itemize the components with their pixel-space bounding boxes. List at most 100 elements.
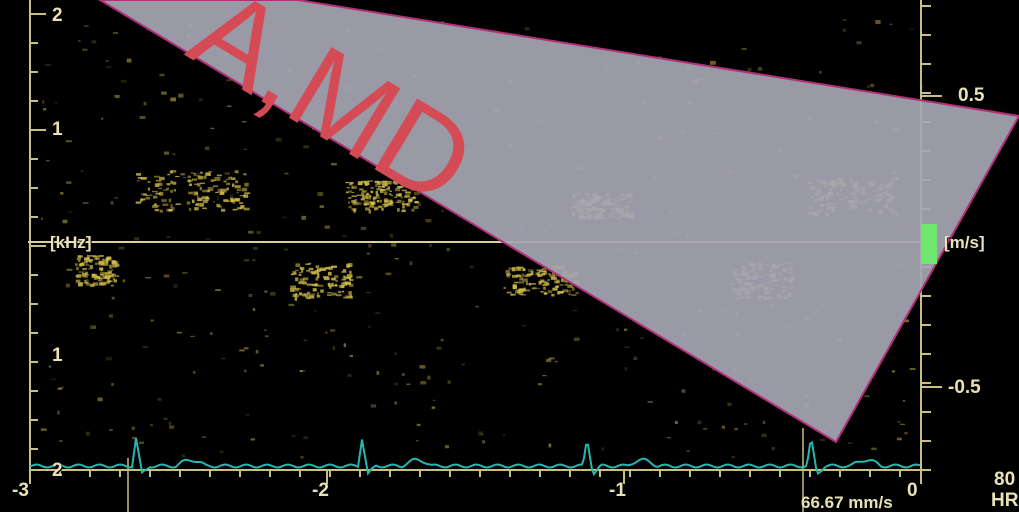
spectrum-speckle <box>331 292 337 296</box>
spectrum-speckle <box>348 205 352 209</box>
spectrum-speckle <box>334 283 337 287</box>
spectrum-speckle <box>741 48 747 50</box>
spectrum-speckle <box>226 105 232 107</box>
spectrum-speckle <box>194 183 198 186</box>
spectrum-speckle <box>411 208 415 212</box>
spectrum-speckle <box>252 259 256 262</box>
spectrum-speckle <box>99 277 102 279</box>
spectrum-speckle <box>522 278 528 282</box>
spectrum-speckle <box>216 196 219 201</box>
time-tick-label: -3 <box>12 480 29 501</box>
spectrum-speckle <box>152 195 158 199</box>
spectrum-speckle <box>744 423 748 425</box>
spectrum-speckle <box>77 282 83 287</box>
spectrum-speckle <box>348 197 352 199</box>
spectrum-speckle <box>173 284 178 288</box>
spectrum-speckle <box>90 325 96 329</box>
spectrum-speckle <box>91 40 97 44</box>
spectrum-speckle <box>197 175 204 180</box>
spectrum-speckle <box>82 267 87 271</box>
spectrum-speckle <box>195 204 198 206</box>
spectrum-speckle <box>518 281 525 284</box>
spectrum-speckle <box>212 179 217 181</box>
spectrum-speckle <box>244 192 251 194</box>
spectrum-speckle <box>731 456 736 459</box>
spectrum-speckle <box>506 273 511 276</box>
spectrum-speckle <box>193 172 197 176</box>
spectrum-speckle <box>413 196 417 198</box>
spectrum-speckle <box>298 281 304 285</box>
spectrum-speckle <box>395 193 400 197</box>
spectrum-speckle <box>410 197 415 199</box>
spectrum-speckle <box>168 209 173 212</box>
spectrum-speckle <box>139 116 146 119</box>
spectrum-speckle <box>401 200 405 203</box>
spectrum-speckle <box>298 292 303 296</box>
spectrum-speckle <box>530 271 534 276</box>
spectrum-speckle <box>363 202 370 206</box>
spectrum-speckle <box>175 175 180 178</box>
spectrum-speckle <box>95 255 101 258</box>
watermark-overlay <box>98 0 1019 444</box>
spectrum-speckle <box>317 192 324 196</box>
spectrum-speckle <box>508 267 512 270</box>
spectrum-speckle <box>234 170 239 174</box>
spectrum-speckle <box>341 278 347 281</box>
spectrum-speckle <box>167 173 171 176</box>
spectrum-speckle <box>76 266 79 271</box>
spectrum-speckle <box>532 287 537 290</box>
spectrum-speckle <box>159 176 165 181</box>
spectrum-speckle <box>567 285 574 288</box>
spectrum-speckle <box>295 269 299 272</box>
spectrum-speckle <box>187 179 191 183</box>
spectrum-speckle <box>354 199 358 201</box>
spectrum-speckle <box>102 259 106 261</box>
spectrum-speckle <box>727 402 732 406</box>
spectrum-speckle <box>697 420 702 425</box>
spectrum-speckle <box>346 264 350 268</box>
spectrum-speckle <box>170 207 175 211</box>
spectrum-speckle <box>215 289 221 292</box>
spectrum-speckle <box>405 194 411 197</box>
spectrum-speckle <box>155 180 162 182</box>
spectrum-speckle <box>199 202 204 207</box>
spectrum-speckle <box>552 275 558 277</box>
spectrum-speckle <box>429 243 432 248</box>
spectrum-speckle <box>191 178 198 181</box>
spectrum-speckle <box>348 279 354 281</box>
spectrum-speckle <box>46 159 50 162</box>
spectrum-speckle <box>168 198 172 203</box>
spectrum-speckle <box>65 283 70 288</box>
spectrum-speckle <box>361 180 367 184</box>
baseline-marker[interactable] <box>921 224 937 264</box>
spectrum-speckle <box>389 233 393 238</box>
spectrum-speckle <box>762 420 766 425</box>
spectrum-speckle <box>366 252 370 255</box>
spectrum-speckle <box>870 83 875 88</box>
spectrum-speckle <box>368 209 371 214</box>
spectrum-speckle <box>342 268 347 272</box>
spectrum-speckle <box>101 273 108 277</box>
spectrum-speckle <box>252 246 258 250</box>
spectrum-speckle <box>359 188 364 191</box>
spectrum-speckle <box>203 175 206 180</box>
spectrum-speckle <box>75 263 78 266</box>
spectrum-speckle <box>633 356 638 360</box>
spectrum-speckle <box>178 93 184 98</box>
spectrum-speckle <box>111 260 117 264</box>
spectrum-speckle <box>540 290 544 293</box>
spectrum-speckle <box>551 293 555 297</box>
spectrum-speckle <box>530 283 536 285</box>
spectrum-speckle <box>819 70 822 74</box>
spectrum-speckle <box>242 120 247 123</box>
spectrum-speckle <box>85 258 90 262</box>
spectrum-speckle <box>171 170 177 173</box>
spectrum-speckle <box>197 182 201 187</box>
spectrum-speckle <box>344 275 347 279</box>
spectrum-speckle <box>349 355 354 358</box>
spectrum-speckle <box>40 217 44 221</box>
spectrum-speckle <box>202 200 208 204</box>
axes <box>29 0 942 512</box>
spectrum-speckle <box>360 198 365 201</box>
